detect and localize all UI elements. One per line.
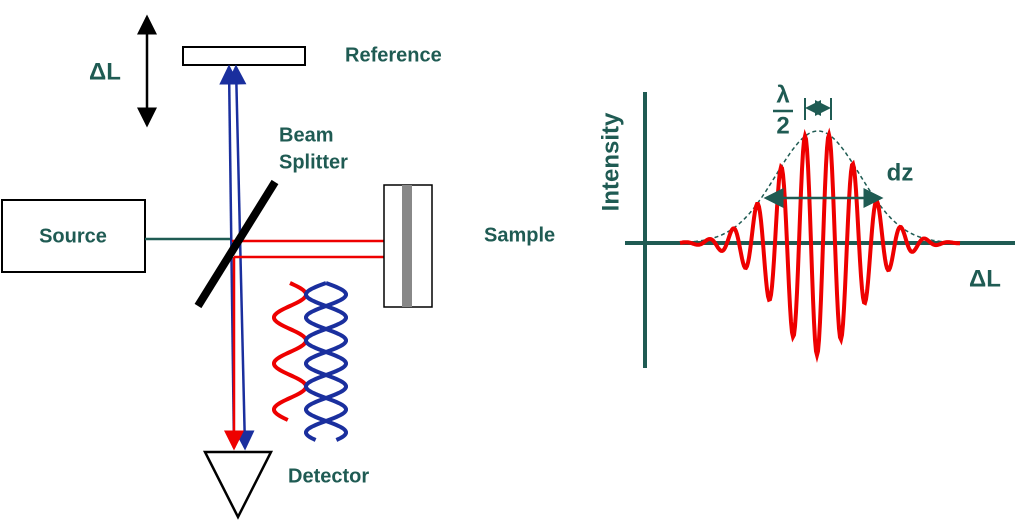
splitter-label: Splitter [279, 151, 348, 173]
sample-wave [272, 281, 308, 422]
lambda-divisor: 2 [776, 112, 789, 139]
lambda-label: λ [776, 81, 789, 108]
sample-label: Sample [484, 224, 555, 246]
x-axis-label: ΔL [969, 265, 1001, 292]
delta-label: ΔL [89, 58, 121, 85]
envelope [680, 130, 960, 244]
reference-label: Reference [345, 44, 442, 66]
sample [402, 185, 412, 307]
reference-wave [304, 281, 348, 442]
reference-mirror [182, 46, 306, 66]
dz-label: dz [887, 159, 914, 186]
y-axis-label: Intensity [597, 112, 624, 211]
detector-label: Detector [288, 465, 369, 487]
detector [202, 450, 274, 520]
beam-label: Beam [279, 124, 333, 146]
interferogram [679, 127, 961, 363]
source-label: Source [39, 225, 107, 247]
beam-splitter [194, 179, 279, 309]
reference-wave [304, 281, 348, 442]
source-box [1, 199, 146, 273]
